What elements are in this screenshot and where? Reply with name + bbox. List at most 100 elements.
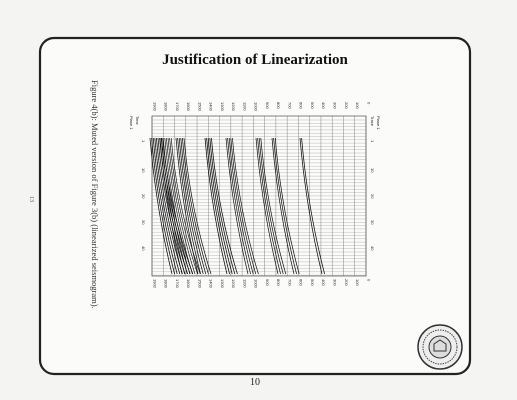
reflection-event xyxy=(207,137,233,275)
time-label: 1400 xyxy=(209,279,214,289)
reflection-event xyxy=(183,137,212,275)
time-label: 1800 xyxy=(164,279,169,289)
time-label: 400 xyxy=(321,102,326,109)
trace-label: 40 xyxy=(141,246,146,251)
reflection-event xyxy=(230,137,257,275)
reflection-event xyxy=(152,137,178,275)
time-label: 1200 xyxy=(231,279,236,289)
reflection-event xyxy=(149,137,173,275)
reflection-event xyxy=(169,137,198,275)
plane-label: Plane 1 xyxy=(376,116,381,130)
reflection-event xyxy=(255,137,279,275)
reflection-event xyxy=(170,137,201,275)
time-label: 500 xyxy=(310,279,315,286)
time-label: 1200 xyxy=(231,102,236,112)
reflection-event xyxy=(156,137,183,275)
reflection-event xyxy=(225,137,249,275)
time-label: 1700 xyxy=(175,102,180,112)
time-label: 100 xyxy=(355,102,360,109)
reflection-event xyxy=(151,137,175,275)
seismic-plot: 0 0 100 100 200 200 300 300 400 400 500 500 600 600 70… xyxy=(129,102,381,289)
time-label: 800 xyxy=(276,279,281,286)
time-label: 1900 xyxy=(152,102,157,112)
reflection-event xyxy=(182,137,209,275)
reflection-event xyxy=(257,137,281,275)
time-label: 1400 xyxy=(209,102,214,112)
reflection-event xyxy=(273,137,297,275)
reflection-event xyxy=(180,137,207,275)
time-label: 900 xyxy=(265,279,270,286)
reflection-event xyxy=(232,137,259,275)
time-label: 1700 xyxy=(175,279,180,289)
university-seal xyxy=(417,324,463,370)
page-number: 10 xyxy=(250,377,260,388)
time-label: 600 xyxy=(299,279,304,286)
time-label: 600 xyxy=(299,102,304,109)
reflection-event xyxy=(228,137,254,275)
reflection-event xyxy=(177,137,201,275)
time-label: 100 xyxy=(355,279,360,286)
reflection-event xyxy=(301,137,325,275)
time-label: 800 xyxy=(276,102,281,109)
reflection-event xyxy=(299,137,323,275)
trace-axis-title: Trace xyxy=(370,116,375,127)
time-label: 1800 xyxy=(164,102,169,112)
trace-label: 20 xyxy=(141,194,146,199)
slide-frame xyxy=(38,36,472,376)
time-label: 400 xyxy=(321,279,326,286)
reflection-event xyxy=(178,137,204,275)
trace-label: 30 xyxy=(141,220,146,225)
reflection-event xyxy=(271,137,295,275)
trace-label: 30 xyxy=(370,220,375,225)
time-label: 1000 xyxy=(254,279,259,289)
reflection-event xyxy=(227,137,251,275)
time-label: 1300 xyxy=(220,279,225,289)
time-label: 1100 xyxy=(242,102,247,111)
reflection-event xyxy=(157,137,186,275)
time-label: 200 xyxy=(344,102,349,109)
reflection-event xyxy=(161,137,185,275)
slide-title: Justification of Linearization xyxy=(162,52,348,68)
time-label: 1000 xyxy=(254,102,259,112)
time-label: 700 xyxy=(287,279,292,286)
reflection-event xyxy=(260,137,287,275)
time-label: 900 xyxy=(265,102,270,109)
time-label: 1300 xyxy=(220,102,225,112)
reflection-event xyxy=(164,137,191,275)
time-label: 1500 xyxy=(197,102,202,112)
time-label: 1600 xyxy=(186,102,191,112)
reflection-event xyxy=(166,137,193,275)
time-label: 1500 xyxy=(197,279,202,289)
reflection-event xyxy=(204,137,228,275)
time-label: 700 xyxy=(287,102,292,109)
trace-label: 1 xyxy=(370,140,375,143)
reflection-event xyxy=(258,137,284,275)
seal-center xyxy=(428,335,452,359)
reflection-event xyxy=(162,137,188,275)
trace-label: 1 xyxy=(141,140,146,143)
time-axis-title: Time xyxy=(135,116,140,126)
reflection-event xyxy=(175,137,199,275)
reflection-event xyxy=(209,137,236,275)
time-label: 200 xyxy=(344,279,349,286)
time-label: 1600 xyxy=(186,279,191,289)
trace-label: 10 xyxy=(141,168,146,173)
trace-label: 40 xyxy=(370,246,375,251)
time-label: 1900 xyxy=(152,279,157,289)
trace-label: 10 xyxy=(370,168,375,173)
time-label: 300 xyxy=(333,279,338,286)
trace-label: 20 xyxy=(370,194,375,199)
reflection-event xyxy=(206,137,230,275)
reflection-event xyxy=(211,137,238,275)
side-number: 13 xyxy=(28,196,34,202)
time-label: 0 xyxy=(366,102,371,105)
reflection-event xyxy=(167,137,196,275)
time-label: 0 xyxy=(366,279,371,282)
reflection-event xyxy=(154,137,181,275)
seal-ring xyxy=(422,329,458,365)
time-label: 500 xyxy=(310,102,315,109)
time-label: 300 xyxy=(333,102,338,109)
plane-label: Plane 1 xyxy=(129,116,134,130)
seal-emblem xyxy=(433,339,447,352)
